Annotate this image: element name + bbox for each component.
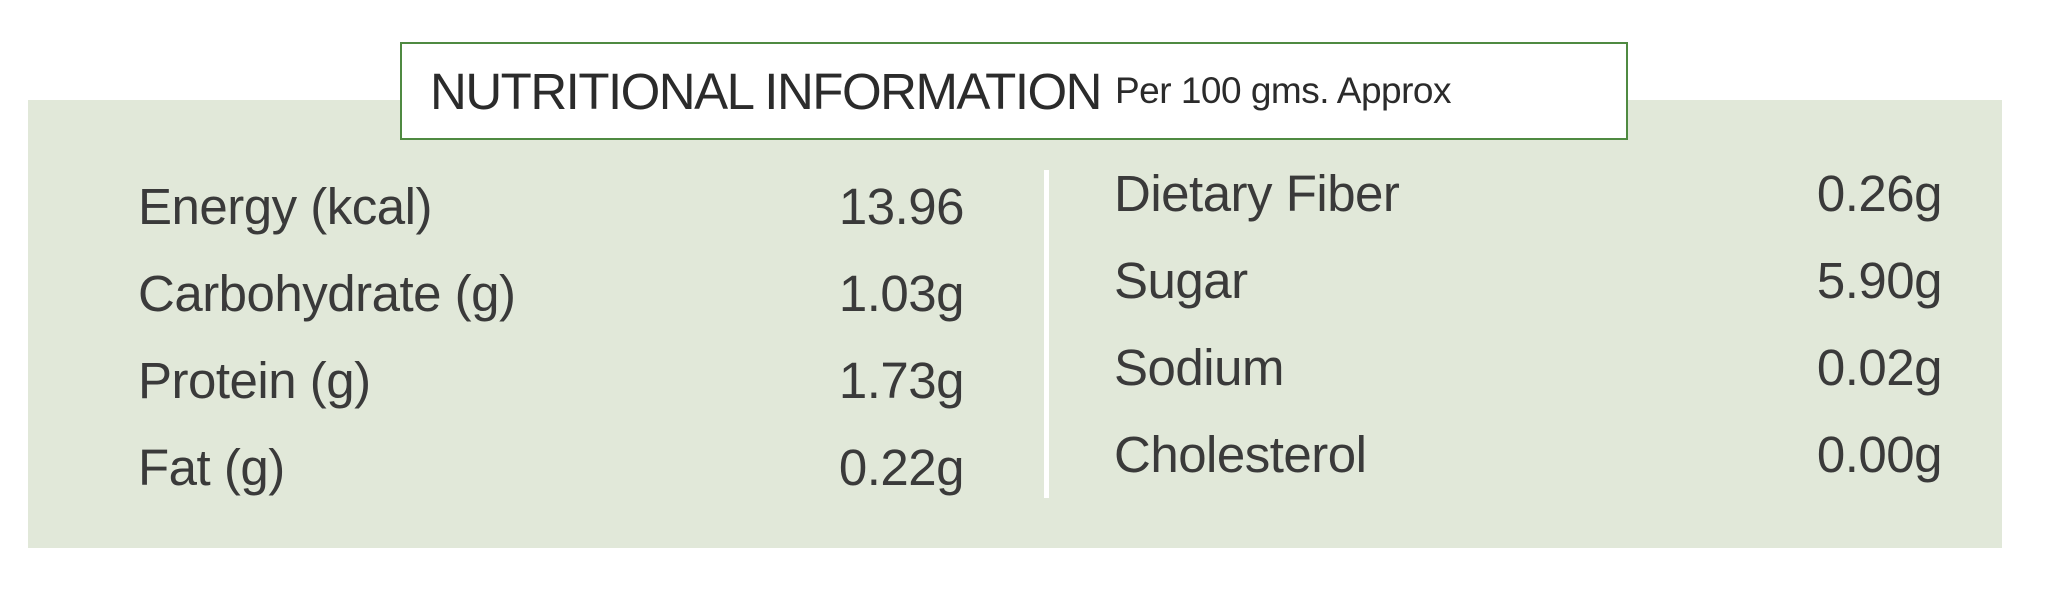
column-divider	[1044, 170, 1049, 498]
nutrient-row-fat: Fat (g) 0.22g	[138, 424, 965, 511]
nutrient-row-energy: Energy (kcal) 13.96	[138, 163, 965, 250]
nutrition-panel	[28, 100, 2002, 548]
nutrient-value: 1.73g	[838, 352, 965, 409]
nutrient-row-dietary-fiber: Dietary Fiber 0.26g	[1114, 150, 1943, 237]
nutrient-value: 1.03g	[838, 265, 965, 322]
nutrient-row-sodium: Sodium 0.02g	[1114, 324, 1943, 411]
page-title: NUTRITIONAL INFORMATION	[430, 62, 1102, 120]
nutrient-row-sugar: Sugar 5.90g	[1114, 237, 1943, 324]
nutrient-value: 13.96	[838, 178, 965, 235]
nutrient-value: 0.00g	[1816, 426, 1943, 483]
nutrient-label: Dietary Fiber	[1114, 165, 1400, 222]
nutrient-label: Protein (g)	[138, 352, 371, 409]
nutrient-column-left: Energy (kcal) 13.96 Carbohydrate (g) 1.0…	[138, 160, 965, 511]
nutrient-label: Sugar	[1114, 252, 1248, 309]
nutrient-label: Carbohydrate (g)	[138, 265, 516, 322]
nutrient-column-right: Dietary Fiber 0.26g Sugar 5.90g Sodium 0…	[1114, 150, 1943, 498]
page-subtitle: Per 100 gms. Approx	[1114, 70, 1452, 111]
nutrient-value: 0.26g	[1816, 165, 1943, 222]
nutrient-row-protein: Protein (g) 1.73g	[138, 337, 965, 424]
nutrient-value: 0.02g	[1816, 339, 1943, 396]
nutrient-value: 0.22g	[838, 439, 965, 496]
nutrient-row-carbohydrate: Carbohydrate (g) 1.03g	[138, 250, 965, 337]
nutrient-label: Fat (g)	[138, 439, 285, 496]
nutrient-label: Sodium	[1114, 339, 1284, 396]
nutrient-value: 5.90g	[1816, 252, 1943, 309]
nutrient-row-cholesterol: Cholesterol 0.00g	[1114, 411, 1943, 498]
title-box: NUTRITIONAL INFORMATION Per 100 gms. App…	[400, 42, 1628, 140]
nutrient-label: Cholesterol	[1114, 426, 1367, 483]
nutrient-label: Energy (kcal)	[138, 178, 432, 235]
